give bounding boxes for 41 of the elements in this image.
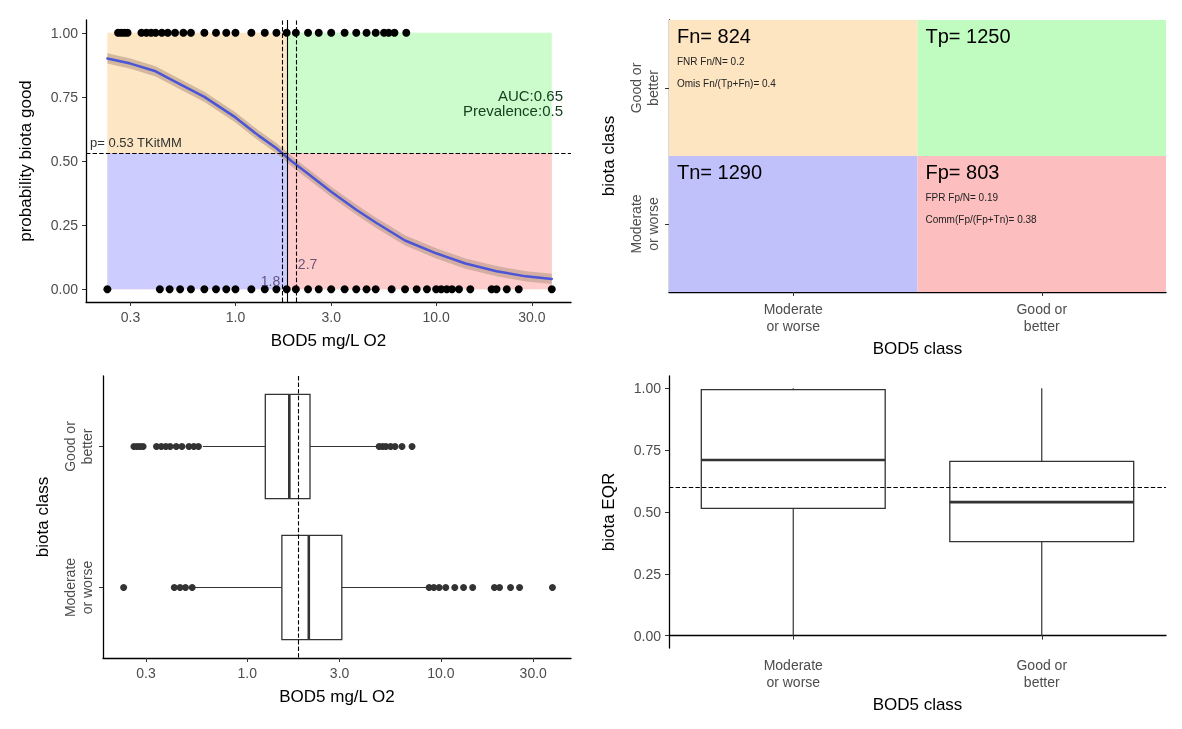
x-tick-label: 30.0 — [519, 665, 548, 681]
y-tick-label: 0.75 — [633, 442, 662, 459]
x-tick-label: Good or better — [1016, 656, 1068, 690]
annotation: AUC:0.65 — [497, 87, 563, 104]
x-axis-title: BOD5 mg/L O2 — [270, 331, 387, 350]
x-tick-label: 0.3 — [136, 665, 156, 681]
text: biota class — [599, 115, 618, 197]
y-tick-label: Good or better — [61, 420, 95, 472]
y-tick-label: 0.50 — [633, 504, 662, 520]
x-tick-label: 1.0 — [225, 309, 246, 325]
x-tick-label: 30.0 — [518, 309, 546, 325]
text: Tn= 1290 — [677, 161, 763, 183]
text: BOD5 class — [872, 339, 963, 358]
y-tick-label: 0.50 — [50, 153, 79, 169]
y-tick-label: 1.00 — [50, 24, 79, 41]
y-tick-label: 1.00 — [633, 380, 662, 397]
x-tick-label: 1.0 — [237, 665, 258, 681]
x-tick-label: Moderate or worse — [763, 656, 824, 690]
y-tick-label: 0.25 — [50, 217, 79, 234]
text: Tp= 1250 — [925, 25, 1011, 47]
x-axis-title: BOD5 mg/L O2 — [279, 687, 395, 706]
y-tick-label: 0.25 — [633, 565, 662, 582]
x-tick-label: 3.0 — [321, 309, 342, 325]
y-tick-label: Moderate or worse — [61, 557, 95, 618]
y-axis-title: biota EQR — [599, 472, 618, 552]
text: Fp= 803 FPR Fp/N= 0.19 Comm(Fp/(Fp+Tn)= 0.38 — [925, 161, 1037, 225]
annotation: 1.8 — [260, 273, 281, 290]
x-tick-label: 10.0 — [427, 665, 455, 681]
ref-line-label: p= 0.53 TKitMM — [90, 135, 182, 151]
y-axis-title: biota class — [33, 476, 52, 558]
annotation: 2.7 — [297, 255, 318, 272]
x-axis-title: BOD5 class — [872, 695, 963, 714]
y-tick-label: 0.75 — [50, 88, 79, 105]
annotation: Prevalence:0.5 — [462, 102, 563, 119]
y-tick-label: 0.00 — [633, 627, 662, 644]
x-tick-label: 3.0 — [329, 665, 350, 681]
y-axis-title: probability biota good — [16, 80, 35, 242]
x-tick-label: 10.0 — [422, 309, 450, 325]
text: Fn= 824 FNR Fn/N= 0.2 Omis Fn/(Tp+Fn)= 0.4 — [677, 25, 776, 89]
y-tick-label: 0.00 — [50, 281, 79, 298]
x-tick-label: 0.3 — [120, 309, 141, 325]
